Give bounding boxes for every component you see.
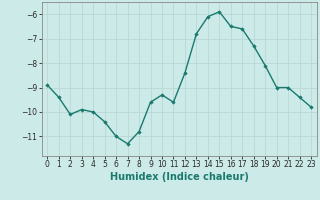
- X-axis label: Humidex (Indice chaleur): Humidex (Indice chaleur): [110, 172, 249, 182]
